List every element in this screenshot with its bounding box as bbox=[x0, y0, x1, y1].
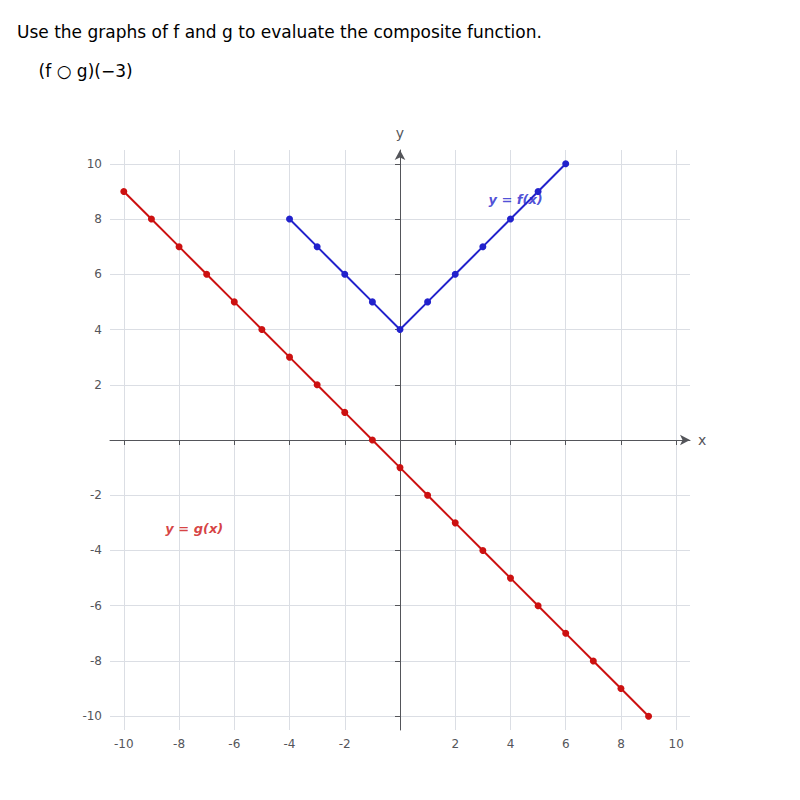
svg-text:10: 10 bbox=[669, 737, 684, 751]
svg-text:4: 4 bbox=[94, 323, 102, 337]
svg-text:-10: -10 bbox=[82, 709, 102, 723]
svg-text:-8: -8 bbox=[173, 737, 185, 751]
svg-text:-2: -2 bbox=[90, 488, 102, 502]
svg-text:y = f(x): y = f(x) bbox=[488, 192, 542, 207]
svg-text:-10: -10 bbox=[114, 737, 134, 751]
svg-text:-4: -4 bbox=[90, 543, 102, 557]
svg-text:-8: -8 bbox=[90, 654, 102, 668]
svg-text:-2: -2 bbox=[339, 737, 351, 751]
svg-text:x: x bbox=[698, 432, 706, 448]
svg-text:-6: -6 bbox=[228, 737, 240, 751]
svg-text:-6: -6 bbox=[90, 599, 102, 613]
svg-text:2: 2 bbox=[451, 737, 459, 751]
svg-text:8: 8 bbox=[94, 212, 102, 226]
svg-text:y = g(x): y = g(x) bbox=[165, 521, 223, 536]
svg-text:2: 2 bbox=[94, 378, 102, 392]
svg-text:6: 6 bbox=[562, 737, 570, 751]
svg-text:(f ○ g)(−3): (f ○ g)(−3) bbox=[17, 61, 133, 81]
svg-text:6: 6 bbox=[94, 267, 102, 281]
svg-text:10: 10 bbox=[87, 157, 102, 171]
svg-text:-4: -4 bbox=[284, 737, 296, 751]
svg-text:Use the graphs of f and g to e: Use the graphs of f and g to evaluate th… bbox=[17, 22, 542, 42]
svg-text:y: y bbox=[396, 125, 404, 141]
svg-text:8: 8 bbox=[617, 737, 625, 751]
svg-text:4: 4 bbox=[507, 737, 515, 751]
